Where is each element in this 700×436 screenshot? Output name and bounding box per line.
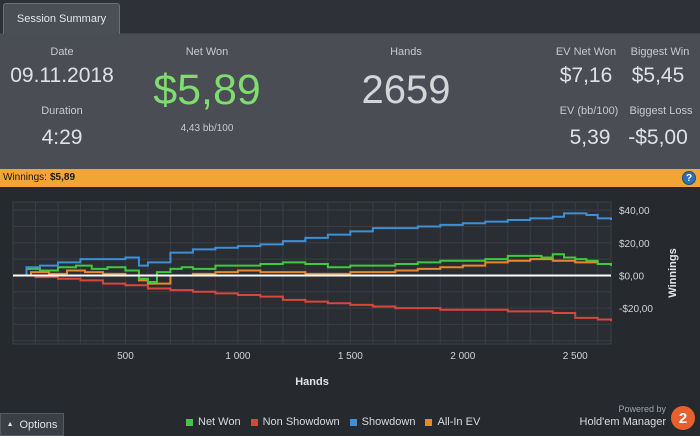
biggest-loss-label: Biggest Loss <box>629 105 693 117</box>
y-tick-label: $20,00 <box>619 239 650 250</box>
chart-legend: Net Won Non Showdown Showdown All-In EV <box>186 416 490 428</box>
powered-by-text: Powered by <box>618 404 666 414</box>
legend-swatch-net-won <box>186 418 193 426</box>
chart-series <box>13 212 612 322</box>
x-tick-label: 1 000 <box>225 351 250 362</box>
legend-swatch-showdown <box>349 418 357 426</box>
ev-net-won-value: $7,16 <box>559 64 613 87</box>
ev-bb100-label: EV (bb/100) <box>559 105 619 117</box>
series-line-all-in-ev <box>13 258 612 285</box>
top-bar: Session Summary <box>0 0 700 34</box>
legend-label: All-In EV <box>437 416 481 428</box>
ev-bb100-value: 5,39 <box>569 126 611 149</box>
duration-label: Duration <box>41 105 83 117</box>
ev-net-won-label: EV Net Won <box>555 46 617 58</box>
stats-panel: Date 09.11.2018 Duration 4:29 Net Won $5… <box>0 34 700 169</box>
winnings-chart-svg: $40,00 $20,00 $0,00 -$20,00 500 1 000 1 500 2 … <box>12 201 679 388</box>
winnings-label: Winnings: <box>3 172 47 183</box>
winnings-chart: $40,00 $20,00 $0,00 -$20,00 500 1 000 1 500 2 … <box>0 187 700 405</box>
triangle-up-icon: ▲ <box>6 421 14 428</box>
y-tick-labels: $40,00 $20,00 $0,00 -$20,00 <box>619 206 653 315</box>
net-won-label: Net Won <box>185 46 229 58</box>
legend-swatch-all-in-ev <box>425 418 433 426</box>
series-line-non-showdown <box>13 274 612 322</box>
winnings-value: $5,89 <box>50 172 76 183</box>
legend-swatch-non-showdown <box>250 418 258 426</box>
legend-item-net-won[interactable]: Net Won <box>186 416 241 428</box>
options-label: Options <box>19 418 58 431</box>
biggest-win-label: Biggest Win <box>630 46 690 58</box>
options-button[interactable]: ▲ Options <box>0 413 64 436</box>
legend-label: Showdown <box>361 416 416 428</box>
y-axis-label: Winnings <box>667 248 679 297</box>
net-won-value: $5,89 <box>153 66 261 114</box>
date-label: Date <box>50 46 74 58</box>
winnings-bar: Winnings: $5,89 ? <box>0 169 700 187</box>
biggest-win-value: $5,45 <box>631 64 685 87</box>
legend-label: Net Won <box>198 416 241 428</box>
duration-value: 4:29 <box>41 126 83 149</box>
x-tick-label: 1 500 <box>338 351 363 362</box>
net-won-bb100: 4,43 bb/100 <box>180 123 234 134</box>
series-line-showdown <box>13 212 612 277</box>
y-tick-label: $0,00 <box>619 271 644 282</box>
x-tick-label: 500 <box>117 351 134 362</box>
y-tick-label: $40,00 <box>619 206 650 217</box>
brand-name: Hold'em Manager <box>579 416 666 428</box>
legend-item-all-in-ev[interactable]: All-In EV <box>425 416 480 428</box>
hands-label: Hands <box>390 46 422 58</box>
legend-item-showdown[interactable]: Showdown <box>349 416 416 428</box>
biggest-loss-value: -$5,00 <box>628 126 688 149</box>
x-axis-label: Hands <box>295 376 329 388</box>
x-tick-labels: 500 1 000 1 500 2 000 2 500 <box>117 351 588 362</box>
date-value: 09.11.2018 <box>10 64 114 87</box>
branding: Powered by Hold'em Manager 2 <box>580 404 698 434</box>
hem2-logo-icon: 2 <box>671 406 695 430</box>
y-tick-label: -$20,00 <box>619 304 653 315</box>
series-line-net-won <box>13 253 612 283</box>
tab-session-summary[interactable]: Session Summary <box>3 3 120 34</box>
x-tick-label: 2 000 <box>450 351 475 362</box>
x-tick-label: 2 500 <box>563 351 588 362</box>
legend-item-non-showdown[interactable]: Non Showdown <box>250 416 340 428</box>
hands-value: 2659 <box>361 68 451 112</box>
legend-label: Non Showdown <box>262 416 340 428</box>
help-icon[interactable]: ? <box>682 171 696 185</box>
